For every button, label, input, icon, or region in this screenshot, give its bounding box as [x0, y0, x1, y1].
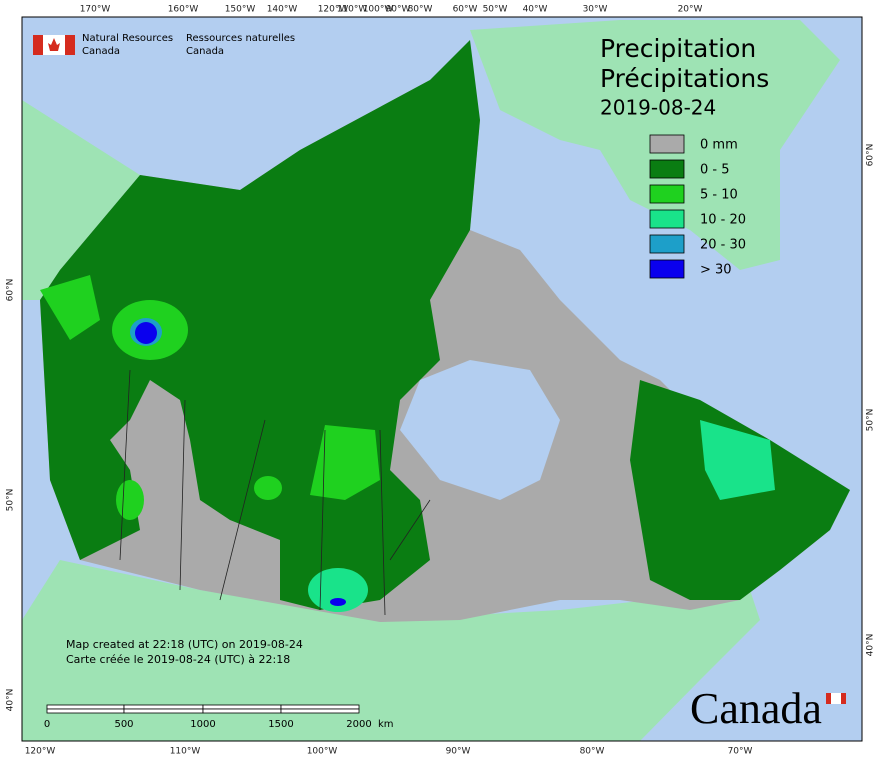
- graticule-label: 110°W: [337, 5, 368, 15]
- scale-unit: km: [378, 719, 394, 730]
- graticule-label: 50°N: [866, 409, 876, 432]
- precip-zone: [254, 476, 282, 500]
- scale-segment: [46, 704, 125, 710]
- note: Carte créée le 2019-08-24 (UTC) à 22:18: [66, 653, 290, 666]
- scale-segment: [202, 704, 282, 710]
- graticule-label: 100°W: [307, 747, 338, 757]
- flag-band: [65, 35, 75, 55]
- precip-zone: [135, 322, 157, 344]
- precip-zone: [700, 420, 775, 500]
- graticule-label: 50°W: [483, 5, 508, 15]
- scale-segment: [280, 704, 360, 710]
- legend-label: > 30: [700, 263, 732, 278]
- scale-label: 1500: [268, 719, 293, 730]
- org-fr: Ressources naturelles: [186, 33, 295, 44]
- graticule-label: 170°W: [80, 5, 111, 15]
- border: [119, 369, 431, 616]
- org-en: Canada: [82, 46, 120, 57]
- graticule-label: 60°N: [6, 279, 16, 302]
- hudson-bay: [400, 360, 560, 500]
- precip-zone: [330, 598, 346, 606]
- title-fr: Précipitations: [600, 64, 769, 93]
- graticule-label: 70°W: [728, 747, 753, 757]
- legend-swatch: [649, 159, 685, 179]
- org-fr: Canada: [186, 46, 224, 57]
- legend-swatch: [649, 234, 685, 254]
- map-area: [22, 17, 862, 741]
- legend-label: 0 - 5: [700, 163, 730, 178]
- scale-label: 500: [114, 719, 133, 730]
- graticule-label: 40°N: [6, 689, 16, 712]
- legend-label: 20 - 30: [700, 238, 746, 253]
- flag-band: [33, 35, 43, 55]
- graticule-label: 80°W: [408, 5, 433, 15]
- graticule-label: 60°N: [866, 144, 876, 167]
- legend-swatch: [649, 209, 685, 229]
- graticule-label: 120°W: [25, 747, 56, 757]
- graticule-label: 100°W: [363, 5, 394, 15]
- graticule-label: 50°N: [6, 489, 16, 512]
- usa: [22, 560, 760, 741]
- wordmark: Canada: [690, 684, 822, 733]
- graticule-label: 20°W: [678, 5, 703, 15]
- scale-segment: [123, 704, 204, 710]
- precip-zone: [116, 480, 144, 520]
- graticule-label: 120°W: [318, 5, 349, 15]
- wordmark-flag: [831, 693, 841, 704]
- legend-label: 0 mm: [700, 138, 738, 153]
- maple-leaf: [48, 38, 60, 51]
- graticule-label: 90°W: [446, 747, 471, 757]
- legend-swatch: [649, 259, 685, 279]
- note: Map created at 22:18 (UTC) on 2019-08-24: [66, 638, 303, 651]
- scale-label: 2000: [346, 719, 371, 730]
- graticule-label: 30°W: [583, 5, 608, 15]
- scale-segment: [46, 708, 125, 714]
- scale-segment: [123, 708, 204, 714]
- precip-zone: [40, 275, 100, 340]
- title-en: Precipitation: [600, 34, 756, 63]
- scale-label: 0: [44, 719, 50, 730]
- precip-zone: [310, 425, 380, 500]
- graticule-label: 80°W: [580, 747, 605, 757]
- map-border: [21, 16, 863, 742]
- graticule-label: 90°W: [386, 5, 411, 15]
- title-date: 2019-08-24: [600, 96, 716, 120]
- org-en: Natural Resources: [82, 33, 173, 44]
- alaska: [22, 100, 140, 300]
- graticule-label: 60°W: [453, 5, 478, 15]
- legend-label: 5 - 10: [700, 188, 738, 203]
- graticule-label: 150°W: [225, 5, 256, 15]
- graticule-label: 140°W: [267, 5, 298, 15]
- graticule-label: 160°W: [168, 5, 199, 15]
- legend-swatch: [649, 134, 685, 154]
- legend-label: 10 - 20: [700, 213, 746, 228]
- scale-segment: [202, 708, 282, 714]
- graticule: 170°W 160°W 150°W 140°W 120°W110°W100°W90°W8…: [6, 5, 876, 757]
- graticule-label: 40°W: [523, 5, 548, 15]
- scale-segment: [280, 708, 360, 714]
- scale-label: 1000: [190, 719, 215, 730]
- legend-swatch: [649, 184, 685, 204]
- precip-zone: [308, 568, 368, 612]
- scale-bar: 0 500 1000 1500 2000 km: [44, 704, 394, 730]
- legend: 0 mm 0 - 5 5 - 10 10 - 20 20 - 30 > 30: [649, 134, 746, 279]
- graticule-label: 40°N: [866, 634, 876, 657]
- graticule-label: 110°W: [170, 747, 201, 757]
